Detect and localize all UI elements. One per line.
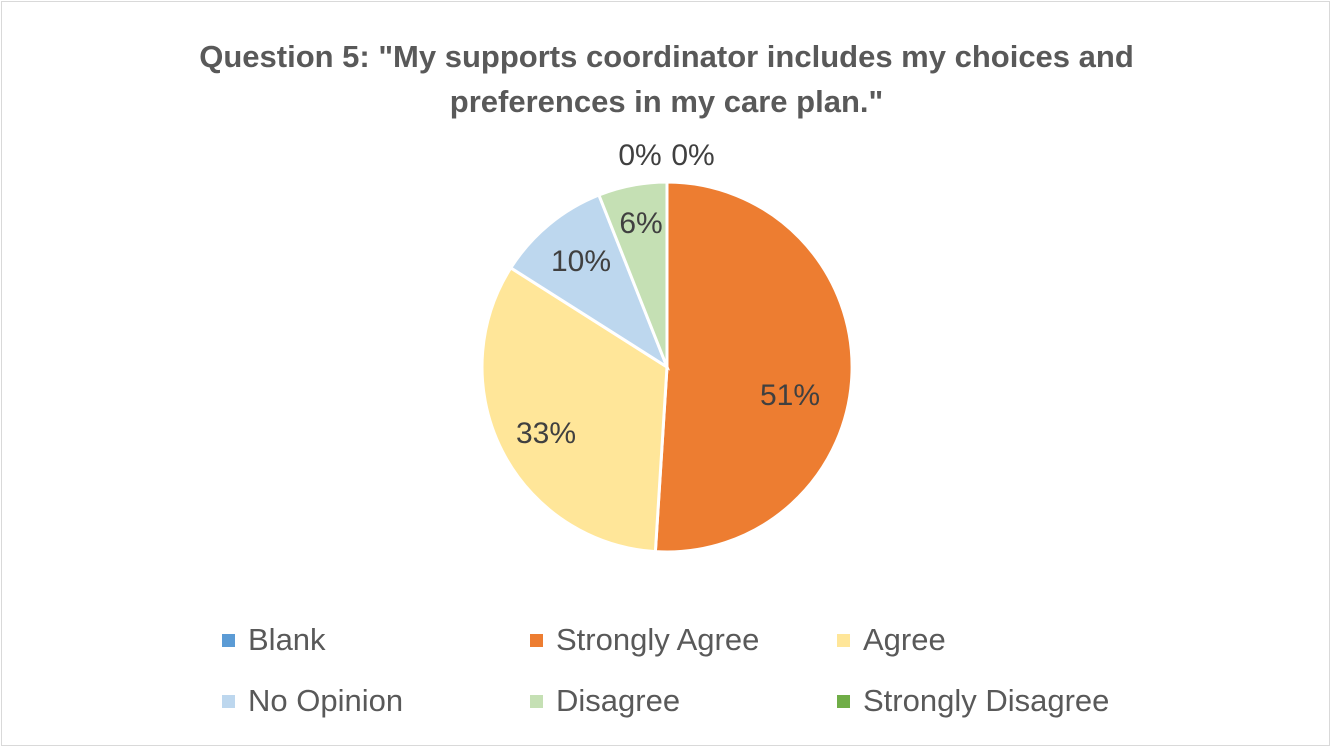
legend-swatch <box>530 633 543 647</box>
pie-slice-strongly-agree <box>653 180 854 554</box>
data-label-no-opinion: 10% <box>551 245 611 278</box>
data-label-disagree: 6% <box>619 207 662 240</box>
pie-slice-no-opinion <box>508 193 671 371</box>
data-label-agree: 33% <box>516 417 576 450</box>
legend-label: Strongly Disagree <box>863 683 1110 718</box>
legend-swatch <box>837 694 850 708</box>
legend-swatch <box>530 694 543 708</box>
legend-item-agree: Agree <box>837 622 946 658</box>
legend-item-disagree: Disagree <box>530 683 680 719</box>
legend-label: Strongly Agree <box>556 622 760 657</box>
pie-slice-disagree <box>596 180 669 368</box>
data-label-strongly-disagree: 0% <box>671 139 714 172</box>
legend-swatch <box>222 694 235 708</box>
legend-swatch <box>222 633 235 647</box>
legend-item-strongly-agree: Strongly Agree <box>530 622 759 658</box>
chart-title-line-2: preferences in my care plan." <box>449 84 884 119</box>
data-label-blank: 0% <box>618 139 661 172</box>
legend-label: Agree <box>863 622 946 657</box>
legend-label: Blank <box>248 622 326 657</box>
legend-swatch <box>837 633 850 647</box>
data-label-strongly-agree: 51% <box>760 379 820 412</box>
legend-item-blank: Blank <box>222 622 326 658</box>
chart-title: Question 5: "My supports coordinator inc… <box>0 34 1333 124</box>
legend-item-strongly-disagree: Strongly Disagree <box>837 683 1109 719</box>
legend-item-no-opinion: No Opinion <box>222 683 403 719</box>
chart-title-line-1: Question 5: "My supports coordinator inc… <box>199 39 1134 74</box>
legend-label: Disagree <box>556 683 681 718</box>
legend-label: No Opinion <box>248 683 404 718</box>
